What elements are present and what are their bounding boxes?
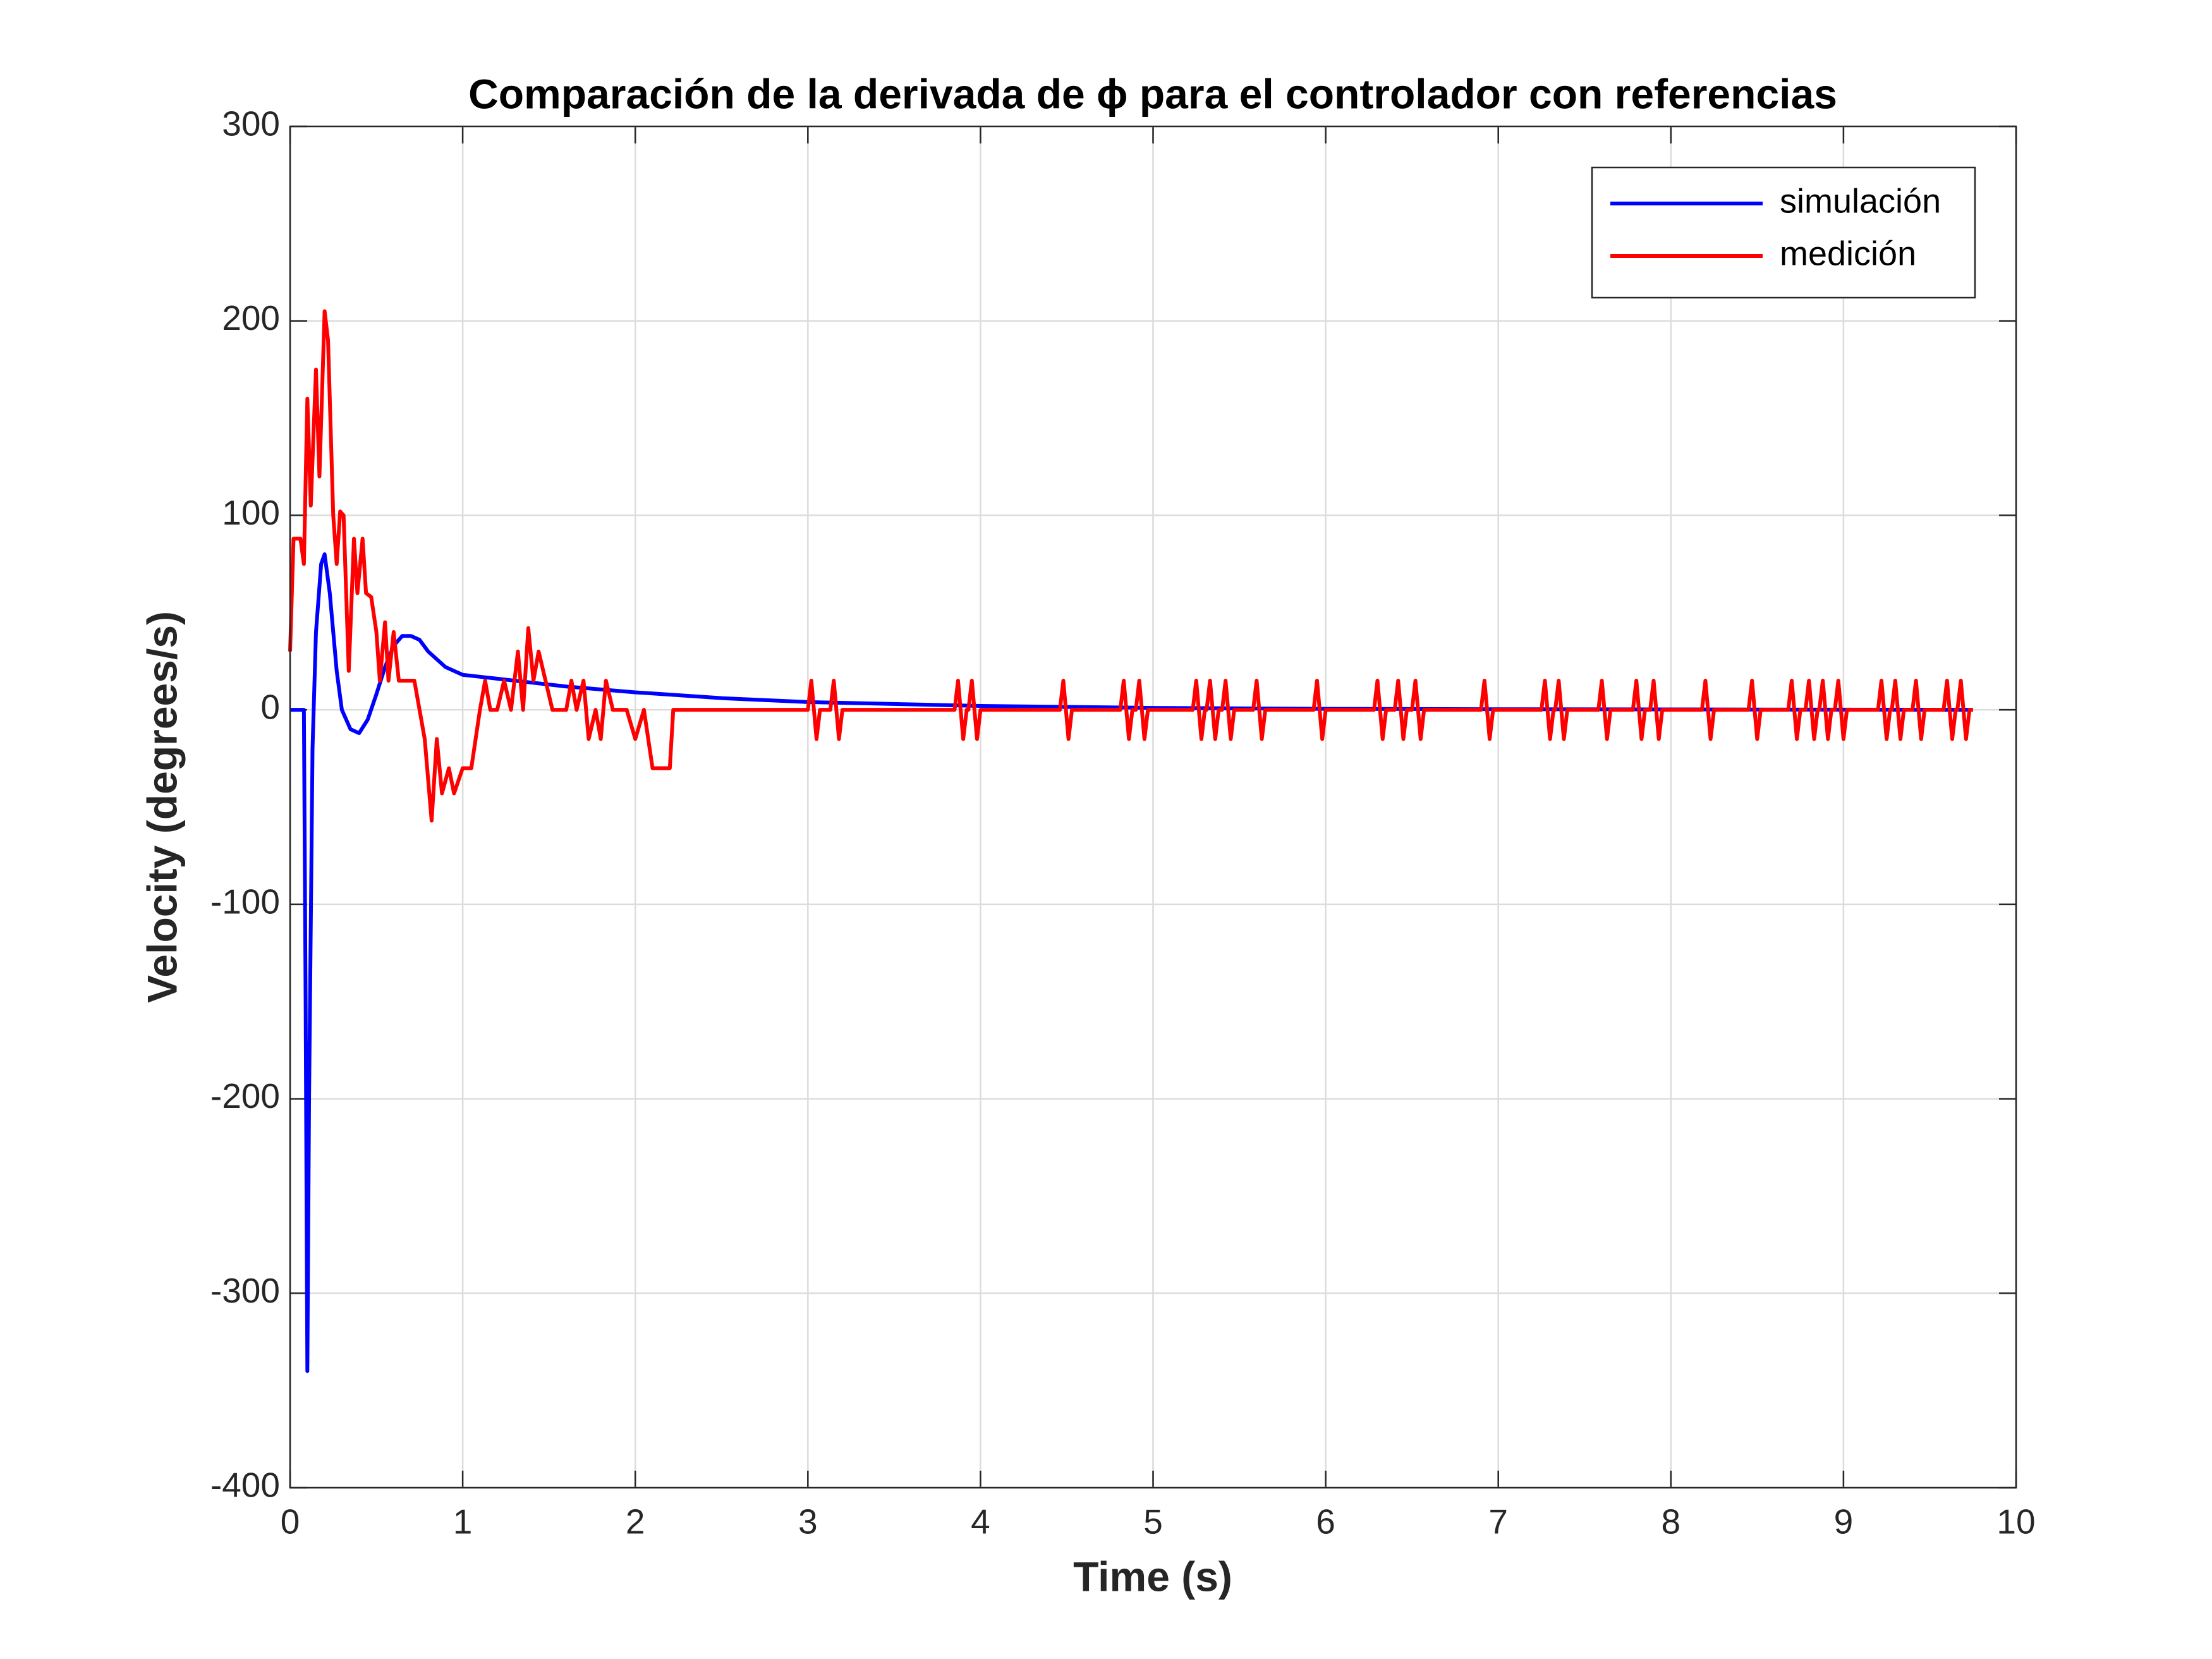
y-tick-label: 0 xyxy=(260,688,280,727)
x-tick-label: 7 xyxy=(1488,1502,1508,1541)
x-tick-label: 6 xyxy=(1316,1502,1335,1541)
legend-box xyxy=(1591,166,1976,299)
y-tick-label: 100 xyxy=(222,493,280,532)
x-tick-label: 4 xyxy=(971,1502,990,1541)
x-tick-label: 3 xyxy=(798,1502,818,1541)
y-tick-label: -300 xyxy=(210,1271,280,1310)
y-tick-label: 200 xyxy=(222,298,280,337)
x-tick-label: 5 xyxy=(1143,1502,1163,1541)
x-tick-label: 1 xyxy=(453,1502,473,1541)
x-tick-label: 10 xyxy=(1996,1502,2035,1541)
x-axis-label: Time (s) xyxy=(1073,1553,1232,1600)
data-line xyxy=(290,552,1973,1373)
x-tick-label: 0 xyxy=(281,1502,300,1541)
legend-label: simulación xyxy=(1780,182,1941,220)
plot-frame xyxy=(289,125,2017,1489)
y-tick-label: -400 xyxy=(210,1466,280,1505)
x-tick-label: 9 xyxy=(1834,1502,1854,1541)
x-tick-label: 2 xyxy=(626,1502,645,1541)
legend-label: medición xyxy=(1780,234,1916,272)
y-tick-label: -200 xyxy=(210,1076,280,1115)
y-tick-label: 300 xyxy=(222,104,280,143)
y-axis-label: Velocity (degrees/s) xyxy=(138,611,185,1003)
x-tick-label: 8 xyxy=(1662,1502,1681,1541)
y-tick-label: -100 xyxy=(210,882,280,921)
data-line xyxy=(288,309,1973,823)
chart-title: Comparación de la derivada de ϕ para el … xyxy=(468,70,1837,117)
